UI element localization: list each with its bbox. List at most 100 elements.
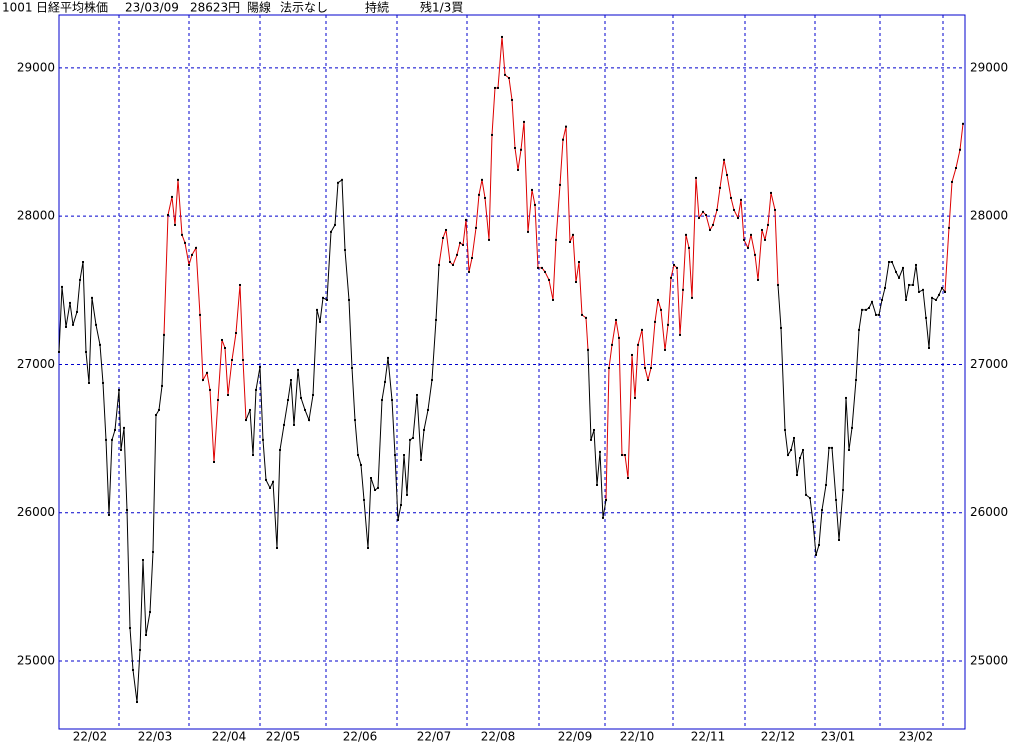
price-point [322,296,324,299]
price-point [462,243,464,246]
price-point [188,263,190,266]
price-point [670,276,672,279]
price-point [297,368,299,371]
x-tick-label: 22/07 [417,730,452,744]
price-point [300,396,302,399]
x-tick-label: 22/05 [266,730,301,744]
price-point [484,196,486,199]
price-point [552,298,554,301]
price-point [905,298,907,301]
price-point [155,413,157,416]
price-point [191,253,193,256]
price-point [221,338,223,341]
price-point [412,436,414,439]
price-point [341,178,343,181]
price-point [780,326,782,329]
price-point [326,298,328,301]
header-text: 1001 [2,1,33,15]
x-tick-label: 22/11 [691,730,726,744]
price-point [497,86,499,89]
price-point [272,480,274,483]
price-point [944,290,946,293]
price-point [287,399,289,402]
price-point [108,513,110,516]
price-point [445,228,447,231]
y-tick-label: 26000 [17,505,55,519]
price-point [787,454,789,457]
price-point [76,310,78,313]
price-point [587,348,589,351]
price-point [435,318,437,321]
price-point [559,183,561,186]
price-point [790,448,792,451]
price-point [951,180,953,183]
price-point [590,438,592,441]
price-point [330,230,332,233]
y-tick-label: 28000 [17,209,55,223]
price-point [705,213,707,216]
price-point [569,240,571,243]
price-point [374,489,376,492]
price-point [438,263,440,266]
header-text: 残1/3買 [420,1,463,15]
price-point [494,86,496,89]
price-point [615,318,617,321]
y2-tick-label: 25000 [970,653,1008,667]
price-point [743,238,745,241]
price-point [290,379,292,382]
price-point [279,448,281,451]
price-point [423,428,425,431]
price-point [95,323,97,326]
price-point [895,270,897,273]
price-point [520,148,522,151]
price-point [265,478,267,481]
price-line [777,261,946,556]
price-point [126,509,128,512]
price-point [650,366,652,369]
price-point [770,191,772,194]
price-point [262,438,264,441]
price-point [624,454,626,457]
price-point [316,308,318,311]
price-point [370,477,372,480]
header-text: 法示なし [280,1,328,15]
price-point [420,458,422,461]
y2-tick-label: 29000 [970,60,1008,74]
price-point [902,266,904,269]
price-point [391,399,393,402]
price-point [562,138,564,141]
price-point [605,498,607,501]
price-point [935,298,937,301]
x-tick-label: 22/08 [481,730,516,744]
price-point [259,365,261,368]
price-point [384,380,386,383]
price-point [698,216,700,219]
price-point [344,248,346,251]
price-point [377,486,379,489]
price-point [465,218,467,221]
price-point [541,266,543,269]
price-point [691,296,693,299]
price-point [217,399,219,402]
price-point [224,346,226,349]
price-point [431,379,433,382]
price-point [805,493,807,496]
price-point [621,454,623,457]
price-point [511,98,513,101]
price-point [948,226,950,229]
price-point [523,120,525,123]
header-text: 日経平均株価 [36,0,108,15]
price-point [719,186,721,189]
price-point [161,384,163,387]
price-point [394,454,396,457]
price-point [504,73,506,76]
price-point [363,498,365,501]
price-point [767,223,769,226]
x-tick-label: 22/09 [558,730,593,744]
price-point [367,546,369,549]
price-point [809,497,811,500]
price-point [627,477,629,480]
price-point [255,388,257,391]
price-point [102,381,104,384]
price-point [61,285,63,288]
